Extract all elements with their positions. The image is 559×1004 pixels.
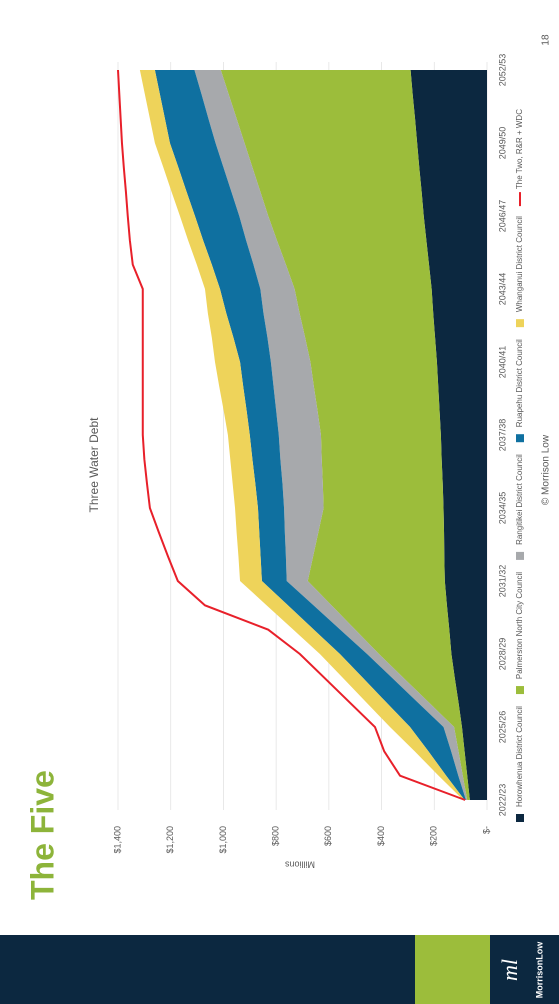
area bbox=[154, 70, 466, 800]
area bbox=[194, 70, 468, 800]
legend-label: The Two, R&R + WDC bbox=[515, 109, 524, 189]
logo-mark: ml bbox=[497, 959, 522, 981]
x-tick-label: 2043/44 bbox=[497, 273, 507, 306]
footer: © Morrison Low bbox=[541, 434, 552, 505]
slide-title: The Five bbox=[24, 770, 60, 900]
y-tick-label: $200 bbox=[429, 826, 439, 846]
area bbox=[220, 70, 470, 800]
y-tick-label: $1,000 bbox=[218, 826, 228, 854]
legend-label: Whanganui District Council bbox=[515, 216, 524, 312]
x-tick-label: 2046/47 bbox=[497, 200, 507, 233]
y-tick-label: $1,400 bbox=[112, 826, 122, 854]
side-band bbox=[0, 935, 415, 1004]
x-tick-label: 2052/53 bbox=[497, 54, 507, 87]
x-tick-label: 2022/23 bbox=[497, 784, 507, 817]
line bbox=[117, 69, 466, 801]
legend-label: Rangitikei District Council bbox=[515, 454, 524, 545]
y-tick-label: $600 bbox=[323, 826, 333, 846]
area bbox=[410, 70, 487, 800]
legend-swatch bbox=[516, 814, 524, 822]
legend-swatch bbox=[516, 686, 524, 695]
y-tick-label: $400 bbox=[376, 826, 386, 846]
x-tick-label: 2028/29 bbox=[497, 638, 507, 671]
y-tick-label: $- bbox=[481, 826, 491, 834]
x-tick-label: 2031/32 bbox=[497, 565, 507, 598]
page-number: 18 bbox=[541, 34, 552, 46]
legend-label: Palmerston North City Council bbox=[515, 572, 524, 679]
y-tick-label: $800 bbox=[271, 826, 281, 846]
logo-band bbox=[490, 935, 559, 1004]
x-tick-label: 2040/41 bbox=[497, 346, 507, 379]
chart-title: Three Water Debt bbox=[87, 417, 101, 513]
legend-swatch bbox=[516, 551, 524, 560]
legend-swatch bbox=[516, 319, 524, 328]
side-band-accent bbox=[415, 935, 490, 1004]
y-tick-label: $1,200 bbox=[165, 826, 175, 854]
legend-label: Horowhenua District Council bbox=[515, 706, 524, 807]
logo-text: MorrisonLow bbox=[534, 941, 544, 998]
x-tick-label: 2037/38 bbox=[497, 419, 507, 452]
x-tick-label: 2034/35 bbox=[497, 492, 507, 525]
y-axis-label: Millions bbox=[285, 860, 316, 870]
legend-label: Ruapehu District Council bbox=[515, 339, 524, 427]
x-tick-label: 2049/50 bbox=[497, 127, 507, 160]
x-tick-label: 2025/26 bbox=[497, 711, 507, 744]
legend-swatch bbox=[516, 434, 524, 443]
